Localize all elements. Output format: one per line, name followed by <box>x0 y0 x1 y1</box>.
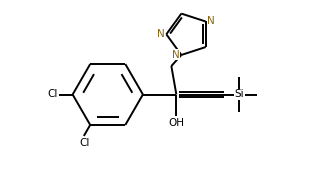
Text: N: N <box>207 16 215 26</box>
Text: N: N <box>157 29 165 39</box>
Text: Cl: Cl <box>47 90 58 99</box>
Text: N: N <box>172 50 180 60</box>
Text: Cl: Cl <box>80 138 90 148</box>
Text: Si: Si <box>235 90 244 99</box>
Text: OH: OH <box>168 118 184 128</box>
